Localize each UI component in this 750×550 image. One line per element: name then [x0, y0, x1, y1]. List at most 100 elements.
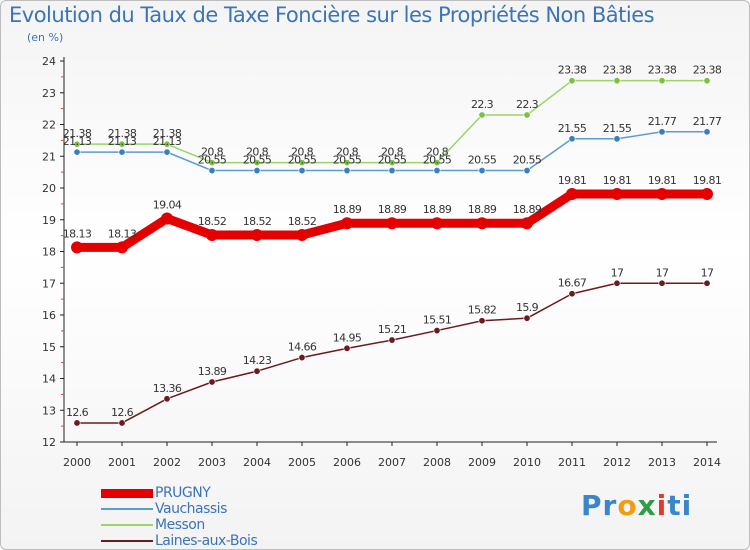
legend-item-laines-aux-bois: Laines-aux-Bois	[101, 533, 341, 549]
data-label-messon: 21.38	[153, 127, 182, 140]
data-point-laines-aux-bois	[388, 336, 396, 344]
legend-swatch	[101, 508, 153, 510]
data-label-messon: 23.38	[693, 64, 722, 77]
data-label-laines-aux-bois: 14.66	[288, 341, 317, 354]
y-tick-label: 16	[42, 309, 56, 322]
data-point-vauchassis	[73, 148, 81, 156]
y-tick-label: 22	[42, 119, 56, 132]
data-point-laines-aux-bois	[163, 395, 171, 403]
logo-letter: t	[667, 489, 682, 522]
data-point-messon	[478, 111, 486, 119]
y-tick-label: 21	[42, 150, 56, 163]
x-tick-label: 2008	[423, 456, 451, 469]
x-tick-label: 2000	[63, 456, 91, 469]
x-tick-label: 2007	[378, 456, 406, 469]
data-label-messon: 20.8	[246, 146, 269, 159]
data-label-prugny: 18.89	[378, 203, 407, 216]
data-point-laines-aux-bois	[568, 290, 576, 298]
y-tick-label: 23	[42, 87, 56, 100]
x-tick-label: 2001	[108, 456, 136, 469]
data-point-messon	[253, 159, 261, 167]
y-tick-label: 14	[42, 373, 56, 386]
data-point-laines-aux-bois	[73, 419, 81, 427]
data-point-laines-aux-bois	[208, 378, 216, 386]
data-label-laines-aux-bois: 12.6	[111, 406, 134, 419]
legend-item-messon: Messon	[101, 517, 341, 533]
data-point-vauchassis	[613, 135, 621, 143]
x-tick-label: 2006	[333, 456, 361, 469]
data-label-vauchassis: 21.13	[63, 135, 92, 148]
data-point-messon	[208, 159, 216, 167]
data-label-prugny: 18.89	[423, 203, 452, 216]
data-point-prugny	[206, 228, 218, 241]
y-tick-label: 15	[42, 341, 56, 354]
data-label-messon: 20.8	[426, 146, 449, 159]
data-label-vauchassis: 21.55	[603, 122, 632, 135]
logo-letter: x	[637, 489, 657, 522]
data-label-messon: 23.38	[558, 64, 587, 77]
data-point-prugny	[476, 217, 488, 230]
data-point-vauchassis	[343, 167, 351, 175]
data-label-laines-aux-bois: 17	[701, 266, 714, 279]
data-label-laines-aux-bois: 13.89	[198, 365, 227, 378]
chart-title: Evolution du Taux de Taxe Foncière sur l…	[9, 3, 655, 27]
data-label-vauchassis: 20.55	[333, 154, 362, 167]
y-tick-label: 19	[42, 214, 56, 227]
data-label-messon: 23.38	[603, 64, 632, 77]
data-point-laines-aux-bois	[703, 279, 711, 287]
data-point-prugny	[161, 212, 173, 225]
data-point-laines-aux-bois	[343, 344, 351, 352]
data-label-prugny: 18.89	[513, 203, 542, 216]
legend-label: Laines-aux-Bois	[155, 533, 258, 549]
x-tick-label: 2004	[243, 456, 271, 469]
data-point-prugny	[296, 228, 308, 241]
data-label-laines-aux-bois: 15.21	[378, 323, 407, 336]
data-label-vauchassis: 20.55	[468, 154, 497, 167]
x-tick-label: 2009	[468, 456, 496, 469]
data-label-prugny: 19.81	[558, 174, 587, 187]
data-label-prugny: 18.13	[108, 227, 137, 240]
data-point-vauchassis	[568, 135, 576, 143]
data-label-laines-aux-bois: 17	[656, 266, 669, 279]
data-point-prugny	[566, 188, 578, 201]
data-point-prugny	[116, 241, 128, 254]
legend-label: Messon	[155, 517, 205, 533]
data-point-prugny	[341, 217, 353, 230]
data-label-prugny: 18.13	[63, 227, 92, 240]
data-point-laines-aux-bois	[658, 279, 666, 287]
legend-item-vauchassis: Vauchassis	[101, 501, 341, 517]
logo-letter: P	[581, 489, 603, 522]
x-tick-label: 2013	[648, 456, 676, 469]
data-label-laines-aux-bois: 14.95	[333, 331, 362, 344]
legend-item-prugny: PRUGNY	[101, 485, 341, 501]
data-label-messon: 20.8	[336, 146, 359, 159]
data-label-vauchassis: 20.55	[198, 154, 227, 167]
data-label-laines-aux-bois: 13.36	[153, 382, 182, 395]
x-tick-label: 2014	[693, 456, 721, 469]
data-point-laines-aux-bois	[613, 279, 621, 287]
data-point-laines-aux-bois	[253, 367, 261, 375]
data-label-prugny: 18.89	[333, 203, 362, 216]
chart-legend: PRUGNY Vauchassis Messon Laines-aux-Bois	[101, 485, 341, 549]
y-tick-label: 24	[42, 55, 56, 68]
data-label-vauchassis: 20.55	[243, 154, 272, 167]
data-label-prugny: 19.04	[153, 198, 182, 211]
data-label-messon: 20.8	[381, 146, 404, 159]
data-point-messon	[658, 77, 666, 85]
legend-swatch	[101, 488, 153, 498]
data-point-laines-aux-bois	[433, 327, 441, 335]
data-label-vauchassis: 20.55	[378, 154, 407, 167]
data-point-messon	[568, 77, 576, 85]
x-tick-label: 2012	[603, 456, 631, 469]
data-label-prugny: 19.81	[648, 174, 677, 187]
data-label-prugny: 18.52	[243, 215, 272, 228]
legend-label: Vauchassis	[155, 501, 227, 517]
legend-swatch	[101, 524, 153, 526]
data-point-messon	[163, 140, 171, 148]
data-point-prugny	[71, 241, 83, 254]
data-label-messon: 20.8	[291, 146, 314, 159]
data-label-vauchassis: 20.55	[513, 154, 542, 167]
data-label-laines-aux-bois: 12.6	[66, 406, 89, 419]
data-label-vauchassis: 20.55	[288, 154, 317, 167]
data-label-prugny: 18.52	[288, 215, 317, 228]
